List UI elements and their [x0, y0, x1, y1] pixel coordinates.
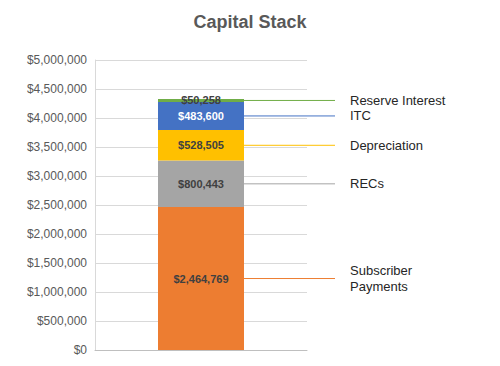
svg-text:$2,000,000: $2,000,000 [27, 227, 87, 241]
svg-text:$50,258: $50,258 [181, 94, 221, 106]
svg-text:$0: $0 [74, 343, 88, 357]
svg-text:$4,500,000: $4,500,000 [27, 82, 87, 96]
svg-text:$3,500,000: $3,500,000 [27, 140, 87, 154]
svg-text:$800,443: $800,443 [178, 178, 224, 190]
svg-text:$1,000,000: $1,000,000 [27, 285, 87, 299]
svg-text:Depreciation: Depreciation [350, 138, 423, 153]
svg-text:$1,500,000: $1,500,000 [27, 256, 87, 270]
svg-text:$528,505: $528,505 [178, 139, 224, 151]
svg-text:$5,000,000: $5,000,000 [27, 53, 87, 67]
svg-text:$3,000,000: $3,000,000 [27, 169, 87, 183]
svg-text:Payments: Payments [350, 279, 408, 294]
svg-text:$2,500,000: $2,500,000 [27, 198, 87, 212]
svg-text:$500,000: $500,000 [37, 314, 87, 328]
svg-text:$4,000,000: $4,000,000 [27, 111, 87, 125]
svg-text:ITC: ITC [350, 108, 371, 123]
svg-text:Reserve Interest: Reserve Interest [350, 93, 446, 108]
svg-text:Capital Stack: Capital Stack [193, 12, 307, 32]
svg-text:RECs: RECs [350, 176, 384, 191]
svg-text:$483,600: $483,600 [178, 110, 224, 122]
svg-text:$2,464,769: $2,464,769 [173, 273, 228, 285]
svg-text:Subscriber: Subscriber [350, 263, 416, 278]
